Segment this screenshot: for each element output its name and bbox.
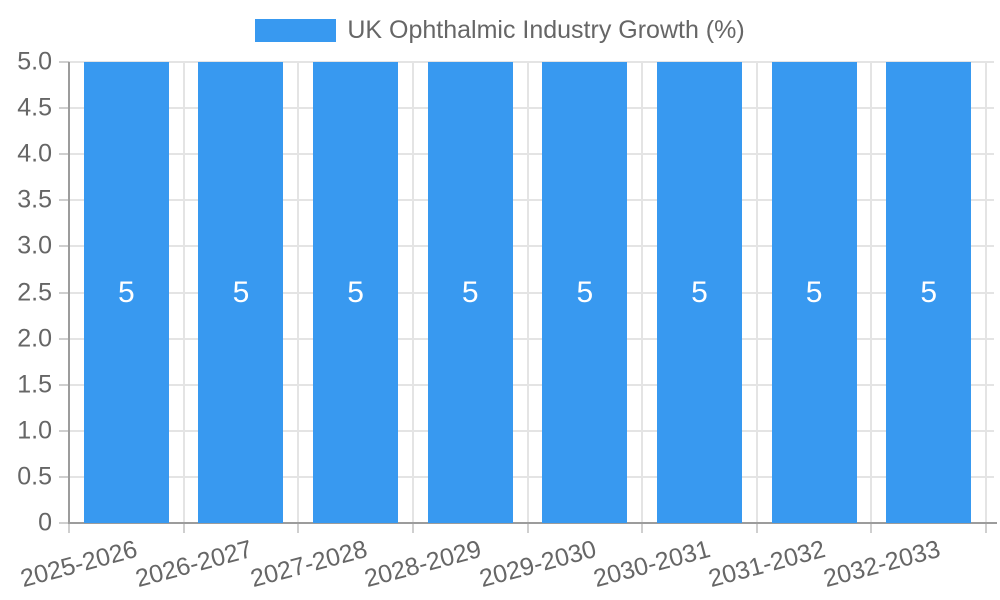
x-gridline bbox=[870, 62, 873, 523]
x-axis-tick bbox=[870, 523, 873, 533]
x-axis-tick bbox=[526, 523, 529, 533]
bar[interactable] bbox=[542, 62, 628, 523]
y-tick-label: 4.0 bbox=[17, 139, 52, 168]
bar-value-label: 5 bbox=[117, 275, 135, 309]
x-gridline bbox=[411, 62, 414, 523]
x-axis-tick bbox=[985, 523, 987, 533]
y-axis-tick bbox=[59, 245, 69, 248]
x-tick-label: 2031-2032 bbox=[705, 535, 829, 594]
y-axis-tick bbox=[59, 475, 69, 478]
legend-label: UK Ophthalmic Industry Growth (%) bbox=[347, 16, 745, 44]
y-axis-tick bbox=[59, 429, 69, 432]
y-axis-tick bbox=[59, 383, 69, 386]
y-tick-label: 5.0 bbox=[17, 47, 52, 76]
y-axis-tick bbox=[59, 291, 69, 294]
x-gridline bbox=[297, 62, 300, 523]
bar[interactable] bbox=[313, 62, 399, 523]
y-gridline bbox=[69, 337, 994, 340]
x-tick-label: 2027-2028 bbox=[247, 535, 370, 594]
x-axis-tick bbox=[755, 523, 758, 533]
y-tick-label: 3.0 bbox=[17, 231, 52, 260]
bar[interactable] bbox=[427, 62, 513, 523]
y-gridline bbox=[69, 429, 994, 432]
x-tick-label: 2028-2029 bbox=[361, 535, 485, 594]
bar[interactable] bbox=[656, 62, 742, 523]
bar-value-label: 5 bbox=[805, 275, 823, 309]
y-axis-tick bbox=[59, 153, 69, 156]
x-gridline bbox=[526, 62, 529, 523]
y-gridline bbox=[69, 107, 994, 110]
y-axis-tick bbox=[59, 522, 69, 524]
y-tick-label: 1.0 bbox=[17, 416, 52, 445]
y-tick-label: 2.5 bbox=[17, 278, 52, 306]
y-gridline bbox=[69, 199, 994, 202]
x-axis-tick bbox=[182, 523, 185, 533]
x-axis-line bbox=[68, 522, 997, 524]
y-axis-tick bbox=[59, 107, 69, 110]
y-tick-label: 1.5 bbox=[17, 370, 52, 399]
bar-value-label: 5 bbox=[347, 275, 364, 309]
y-axis-line bbox=[68, 62, 70, 523]
x-tick-label: 2032-2033 bbox=[820, 535, 943, 594]
x-axis-tick bbox=[411, 523, 414, 533]
y-gridline bbox=[69, 383, 994, 386]
bar[interactable] bbox=[886, 62, 972, 523]
y-gridline bbox=[69, 61, 994, 63]
x-axis-tick bbox=[68, 523, 70, 533]
x-gridline bbox=[755, 62, 758, 523]
y-tick-label: 0 bbox=[38, 508, 52, 537]
chart-legend[interactable]: UK Ophthalmic Industry Growth (%) bbox=[0, 16, 1000, 45]
y-axis-tick bbox=[59, 199, 69, 202]
y-gridline bbox=[69, 475, 994, 478]
bar[interactable] bbox=[771, 62, 857, 523]
x-tick-label: 2026-2027 bbox=[132, 535, 256, 594]
y-gridline bbox=[69, 245, 994, 248]
y-gridline bbox=[69, 153, 994, 156]
bar-value-label: 5 bbox=[576, 275, 594, 309]
y-tick-label: 4.5 bbox=[17, 93, 52, 122]
x-gridline bbox=[182, 62, 185, 523]
x-tick-label: 2029-2030 bbox=[476, 535, 600, 594]
bar-value-label: 5 bbox=[461, 275, 479, 309]
y-axis-tick bbox=[59, 337, 69, 340]
x-axis-tick bbox=[297, 523, 300, 533]
y-tick-label: 2.0 bbox=[17, 324, 52, 353]
y-axis-tick bbox=[59, 61, 69, 63]
y-tick-label: 0.5 bbox=[17, 462, 52, 491]
bar-value-label: 5 bbox=[920, 275, 938, 309]
legend-swatch-icon bbox=[255, 19, 337, 42]
y-tick-label: 3.5 bbox=[17, 185, 52, 214]
x-gridline bbox=[985, 62, 987, 523]
bar-value-label: 5 bbox=[232, 275, 250, 309]
y-gridline bbox=[69, 291, 994, 294]
x-tick-label: 2030-2031 bbox=[590, 535, 714, 594]
x-gridline bbox=[641, 62, 644, 523]
bar[interactable] bbox=[83, 62, 169, 523]
bar[interactable] bbox=[198, 62, 284, 523]
x-tick-label: 2025-2026 bbox=[17, 535, 141, 594]
bar-value-label: 5 bbox=[691, 275, 708, 309]
x-axis-tick bbox=[641, 523, 644, 533]
